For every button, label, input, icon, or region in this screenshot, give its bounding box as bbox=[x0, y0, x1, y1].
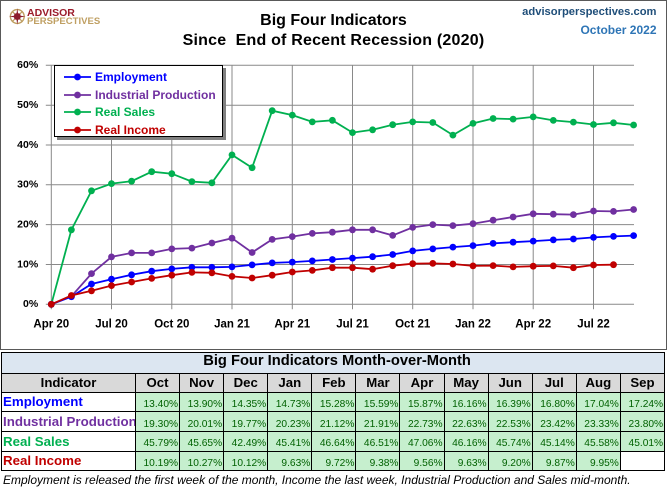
svg-text:Apr 20: Apr 20 bbox=[33, 318, 69, 330]
svg-text:60%: 60% bbox=[17, 59, 39, 71]
svg-text:Jul 21: Jul 21 bbox=[336, 318, 369, 330]
svg-text:Oct 20: Oct 20 bbox=[154, 318, 189, 330]
svg-text:0%: 0% bbox=[23, 298, 39, 310]
svg-text:30%: 30% bbox=[17, 179, 39, 191]
svg-text:Apr 21: Apr 21 bbox=[274, 318, 310, 330]
svg-text:50%: 50% bbox=[17, 99, 39, 111]
svg-text:10%: 10% bbox=[17, 258, 39, 270]
svg-text:Jul 20: Jul 20 bbox=[95, 318, 128, 330]
svg-text:40%: 40% bbox=[17, 139, 39, 151]
svg-text:Jul 22: Jul 22 bbox=[577, 318, 610, 330]
svg-text:Jan 22: Jan 22 bbox=[455, 318, 491, 330]
svg-text:Oct 21: Oct 21 bbox=[395, 318, 431, 330]
svg-text:20%: 20% bbox=[17, 218, 39, 230]
svg-text:Apr 22: Apr 22 bbox=[515, 318, 551, 330]
svg-text:Jan 21: Jan 21 bbox=[214, 318, 250, 330]
